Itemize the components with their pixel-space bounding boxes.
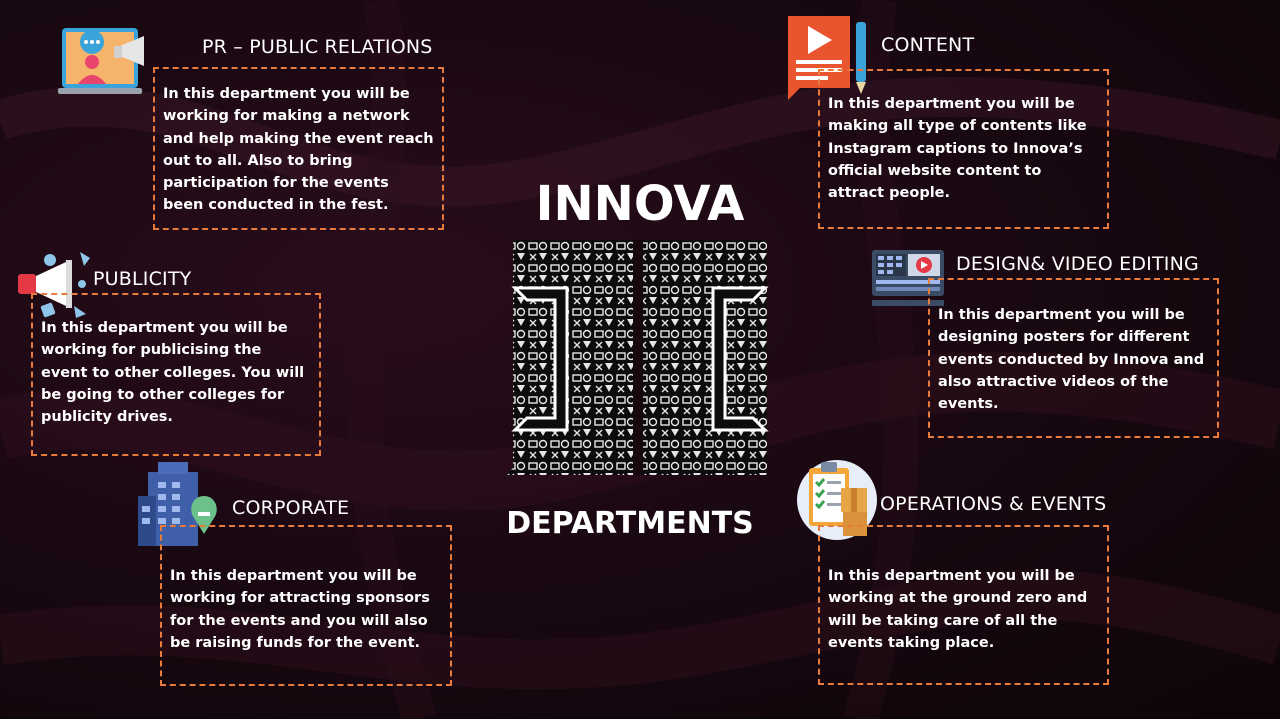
design-description-box: In this department you will be designing… [928, 278, 1219, 438]
pr-description: In this department you will be working f… [163, 86, 434, 214]
operations-description-box: In this department you will be working a… [818, 525, 1109, 685]
pr-description-box: In this department you will be working f… [153, 67, 444, 230]
publicity-description: In this department you will be working f… [41, 320, 305, 426]
video-editor-icon [870, 248, 946, 315]
operations-title: OPERATIONS & EVENTS [880, 493, 1107, 515]
megaphone-icon [14, 246, 96, 329]
departments-title: DEPARTMENTS [506, 506, 754, 541]
clipboard-checklist-icon [795, 458, 879, 547]
building-icon [138, 462, 224, 555]
publicity-title: PUBLICITY [93, 268, 192, 290]
content-description-box: In this department you will be making al… [818, 69, 1109, 229]
presenter-megaphone-icon [58, 24, 154, 107]
innova-title: INNOVA [535, 176, 745, 232]
innova-logo [505, 240, 775, 480]
operations-description: In this department you will be working a… [828, 568, 1088, 651]
publicity-description-box: In this department you will be working f… [31, 293, 321, 456]
pr-title: PR – PUBLIC RELATIONS [202, 36, 433, 58]
corporate-description-box: In this department you will be working f… [160, 525, 452, 686]
content-description: In this department you will be making al… [828, 96, 1087, 202]
corporate-description: In this department you will be working f… [170, 568, 430, 651]
content-title: CONTENT [881, 34, 975, 56]
corporate-title: CORPORATE [232, 497, 350, 519]
design-title: DESIGN& VIDEO EDITING [956, 253, 1199, 275]
design-description: In this department you will be designing… [938, 307, 1205, 413]
